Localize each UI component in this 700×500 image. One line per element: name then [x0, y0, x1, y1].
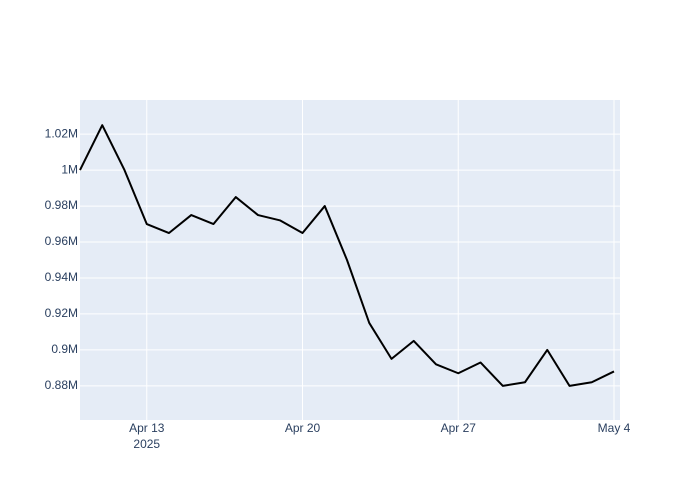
y-tick-label: 0.98M: [45, 198, 78, 212]
x-tick-label-line: Apr 27: [441, 421, 477, 435]
x-tick-label: Apr 27: [441, 421, 477, 435]
y-tick-label: 0.9M: [51, 342, 78, 356]
x-tick-label-line: Apr 20: [285, 421, 321, 435]
plot-area: [80, 100, 620, 420]
y-tick-label: 0.96M: [45, 234, 78, 248]
y-tick-label: 1M: [61, 162, 78, 176]
y-tick-label: 0.94M: [45, 270, 78, 284]
y-tick-label: 0.92M: [45, 306, 78, 320]
x-tick-label: Apr 20: [285, 421, 321, 435]
x-tick-label-line: Apr 13: [129, 421, 165, 435]
x-tick-label: Apr 13 2025: [129, 421, 165, 451]
x-tick-label: May 4: [598, 421, 631, 435]
x-tick-label-line: 2025: [133, 437, 160, 451]
y-tick-label: 1.02M: [45, 126, 78, 140]
x-tick-label-line: May 4: [598, 421, 631, 435]
y-tick-label: 0.88M: [45, 378, 78, 392]
line-series: [79, 124, 615, 387]
